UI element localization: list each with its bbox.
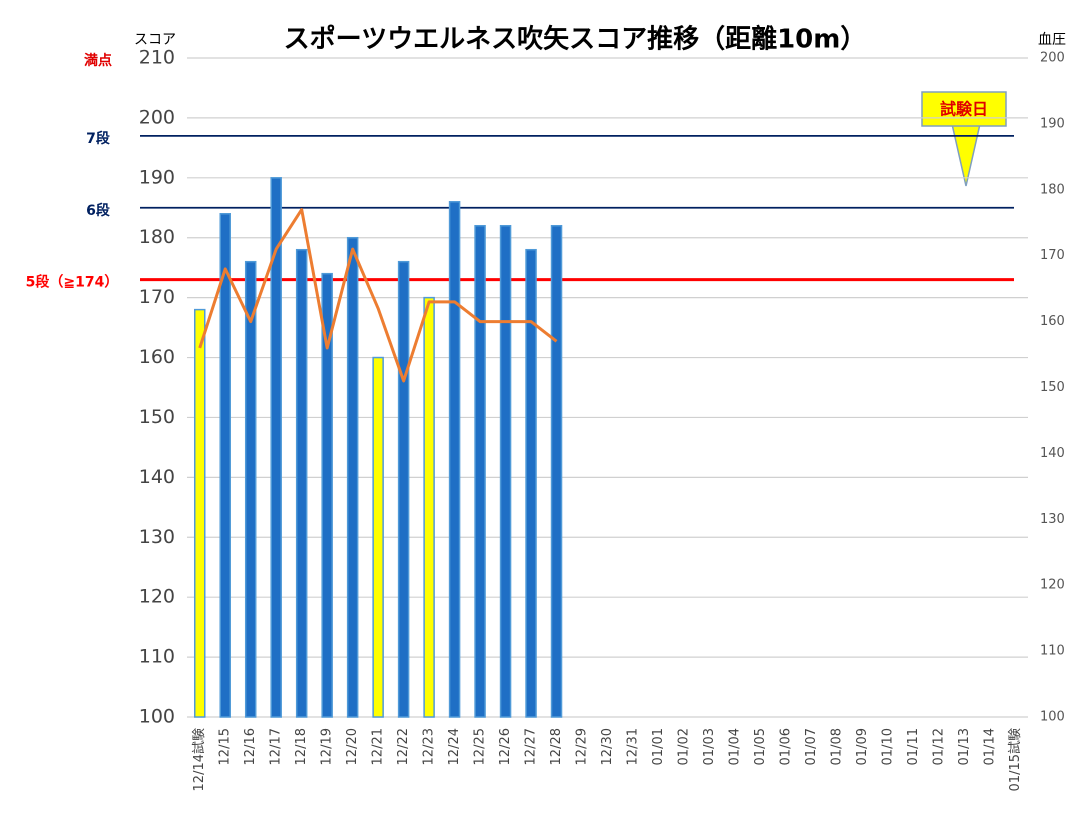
bar [270,177,282,718]
x-tick-label: 01/13 [957,728,972,765]
x-tick-label: 12/22 [396,728,411,765]
x-tick-label: 01/15試験 [1007,728,1023,791]
reference-label: 満点 [84,52,112,69]
bar [219,213,231,718]
x-tick-label: 01/14 [982,728,997,765]
y-tick-label: 160 [139,346,175,368]
x-tick-label: 12/24 [447,728,462,765]
x-tick-label: 01/06 [778,728,793,765]
y-tick-label: 200 [139,106,175,128]
bar [372,356,384,718]
bar [525,248,537,718]
y2-tick-label: 190 [1040,116,1065,131]
y2-tick-label: 170 [1040,248,1065,263]
x-tick-label: 12/29 [575,728,590,765]
y2-tick-label: 140 [1040,446,1065,461]
callout: 試験日 [921,91,1007,187]
y-tick-label: 210 [139,47,175,69]
x-tick-label: 01/02 [676,728,691,765]
callout-text: 試験日 [940,100,988,119]
x-tick-label: 12/27 [524,728,539,765]
y2-tick-label: 130 [1040,512,1065,527]
x-tick-label: 12/18 [294,728,309,765]
x-tick-label: 01/01 [651,728,666,765]
bar [423,296,435,718]
x-tick-label: 12/23 [422,728,437,765]
y2-tick-label: 150 [1040,380,1065,395]
y-tick-label: 120 [139,586,175,608]
bar [244,260,257,718]
x-tick-label: 12/14試験 [191,728,207,791]
x-tick-label: 12/16 [243,728,258,765]
line [198,208,558,383]
y2-tick-label: 160 [1040,314,1065,329]
callout-box [921,91,1007,127]
x-tick-label: 01/03 [702,728,717,765]
x-tick-label: 01/09 [855,728,870,765]
x-tick-label: 12/25 [473,728,488,765]
x-tick-label: 12/17 [269,728,284,765]
y-tick-label: 150 [139,406,175,428]
y-tick-label: 180 [139,226,175,248]
x-tick-label: 12/31 [625,728,640,765]
bar [448,201,461,718]
x-tick-label: 01/07 [804,728,819,765]
bar [193,308,206,718]
x-tick-label: 12/15 [218,728,233,765]
y-tick-label: 100 [139,706,175,728]
y-tick-label: 110 [139,646,175,668]
bar [474,224,486,718]
x-tick-label: 12/20 [345,728,360,765]
reference-label: 6段 [86,202,110,219]
y2-axis-label: 血圧 [1038,32,1066,48]
x-tick-label: 12/26 [498,728,513,765]
bar [550,224,563,718]
y-tick-label: 130 [139,526,175,548]
reference-label: 7段 [86,130,110,147]
x-tick-label: 12/19 [320,728,335,765]
y2-tick-label: 120 [1040,578,1065,593]
x-tick-label: 01/04 [727,728,742,765]
bar [295,248,308,718]
reference-label: 5段（≧174） [26,274,119,291]
x-tick-label: 01/12 [931,728,946,765]
x-tick-label: 01/08 [829,728,844,765]
bar [499,224,512,718]
y2-tick-label: 110 [1040,644,1065,659]
callout-pointer [951,123,981,187]
bar [346,236,359,718]
y-tick-label: 140 [139,466,175,488]
y2-tick-label: 100 [1040,710,1065,725]
y2-tick-label: 200 [1040,51,1065,66]
x-tick-label: 01/11 [906,728,921,765]
x-tick-label: 01/10 [880,728,895,765]
x-tick-label: 12/30 [600,728,615,765]
y-tick-label: 190 [139,166,175,188]
bar [397,260,410,718]
x-tick-label: 01/05 [753,728,768,765]
bar [321,272,333,718]
x-tick-label: 12/21 [371,728,386,765]
y2-tick-label: 180 [1040,182,1065,197]
chart-title: スポーツウエルネス吹矢スコア推移（距離10m） [284,24,867,55]
y-tick-label: 170 [139,286,175,308]
x-tick-label: 12/28 [549,728,564,765]
y-axis-label: スコア [134,32,176,48]
